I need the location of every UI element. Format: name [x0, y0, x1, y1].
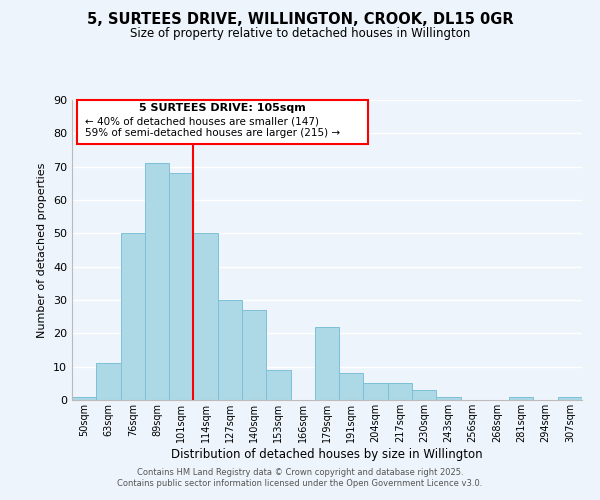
Bar	[339, 374, 364, 400]
Bar	[364, 384, 388, 400]
Bar	[193, 234, 218, 400]
Bar	[509, 396, 533, 400]
Bar	[388, 384, 412, 400]
Text: 5 SURTEES DRIVE: 105sqm: 5 SURTEES DRIVE: 105sqm	[139, 103, 306, 113]
FancyBboxPatch shape	[77, 100, 368, 144]
Bar	[412, 390, 436, 400]
Text: Contains public sector information licensed under the Open Government Licence v3: Contains public sector information licen…	[118, 480, 482, 488]
Bar	[315, 326, 339, 400]
Bar	[242, 310, 266, 400]
Bar	[218, 300, 242, 400]
Y-axis label: Number of detached properties: Number of detached properties	[37, 162, 47, 338]
Bar	[266, 370, 290, 400]
Text: ← 40% of detached houses are smaller (147): ← 40% of detached houses are smaller (14…	[85, 116, 319, 126]
Bar	[121, 234, 145, 400]
Bar	[436, 396, 461, 400]
Text: 59% of semi-detached houses are larger (215) →: 59% of semi-detached houses are larger (…	[85, 128, 340, 138]
Text: Size of property relative to detached houses in Willington: Size of property relative to detached ho…	[130, 28, 470, 40]
Bar	[145, 164, 169, 400]
X-axis label: Distribution of detached houses by size in Willington: Distribution of detached houses by size …	[171, 448, 483, 460]
Bar	[96, 364, 121, 400]
Bar	[72, 396, 96, 400]
Text: 5, SURTEES DRIVE, WILLINGTON, CROOK, DL15 0GR: 5, SURTEES DRIVE, WILLINGTON, CROOK, DL1…	[86, 12, 514, 28]
Text: Contains HM Land Registry data © Crown copyright and database right 2025.: Contains HM Land Registry data © Crown c…	[137, 468, 463, 477]
Bar	[558, 396, 582, 400]
Bar	[169, 174, 193, 400]
